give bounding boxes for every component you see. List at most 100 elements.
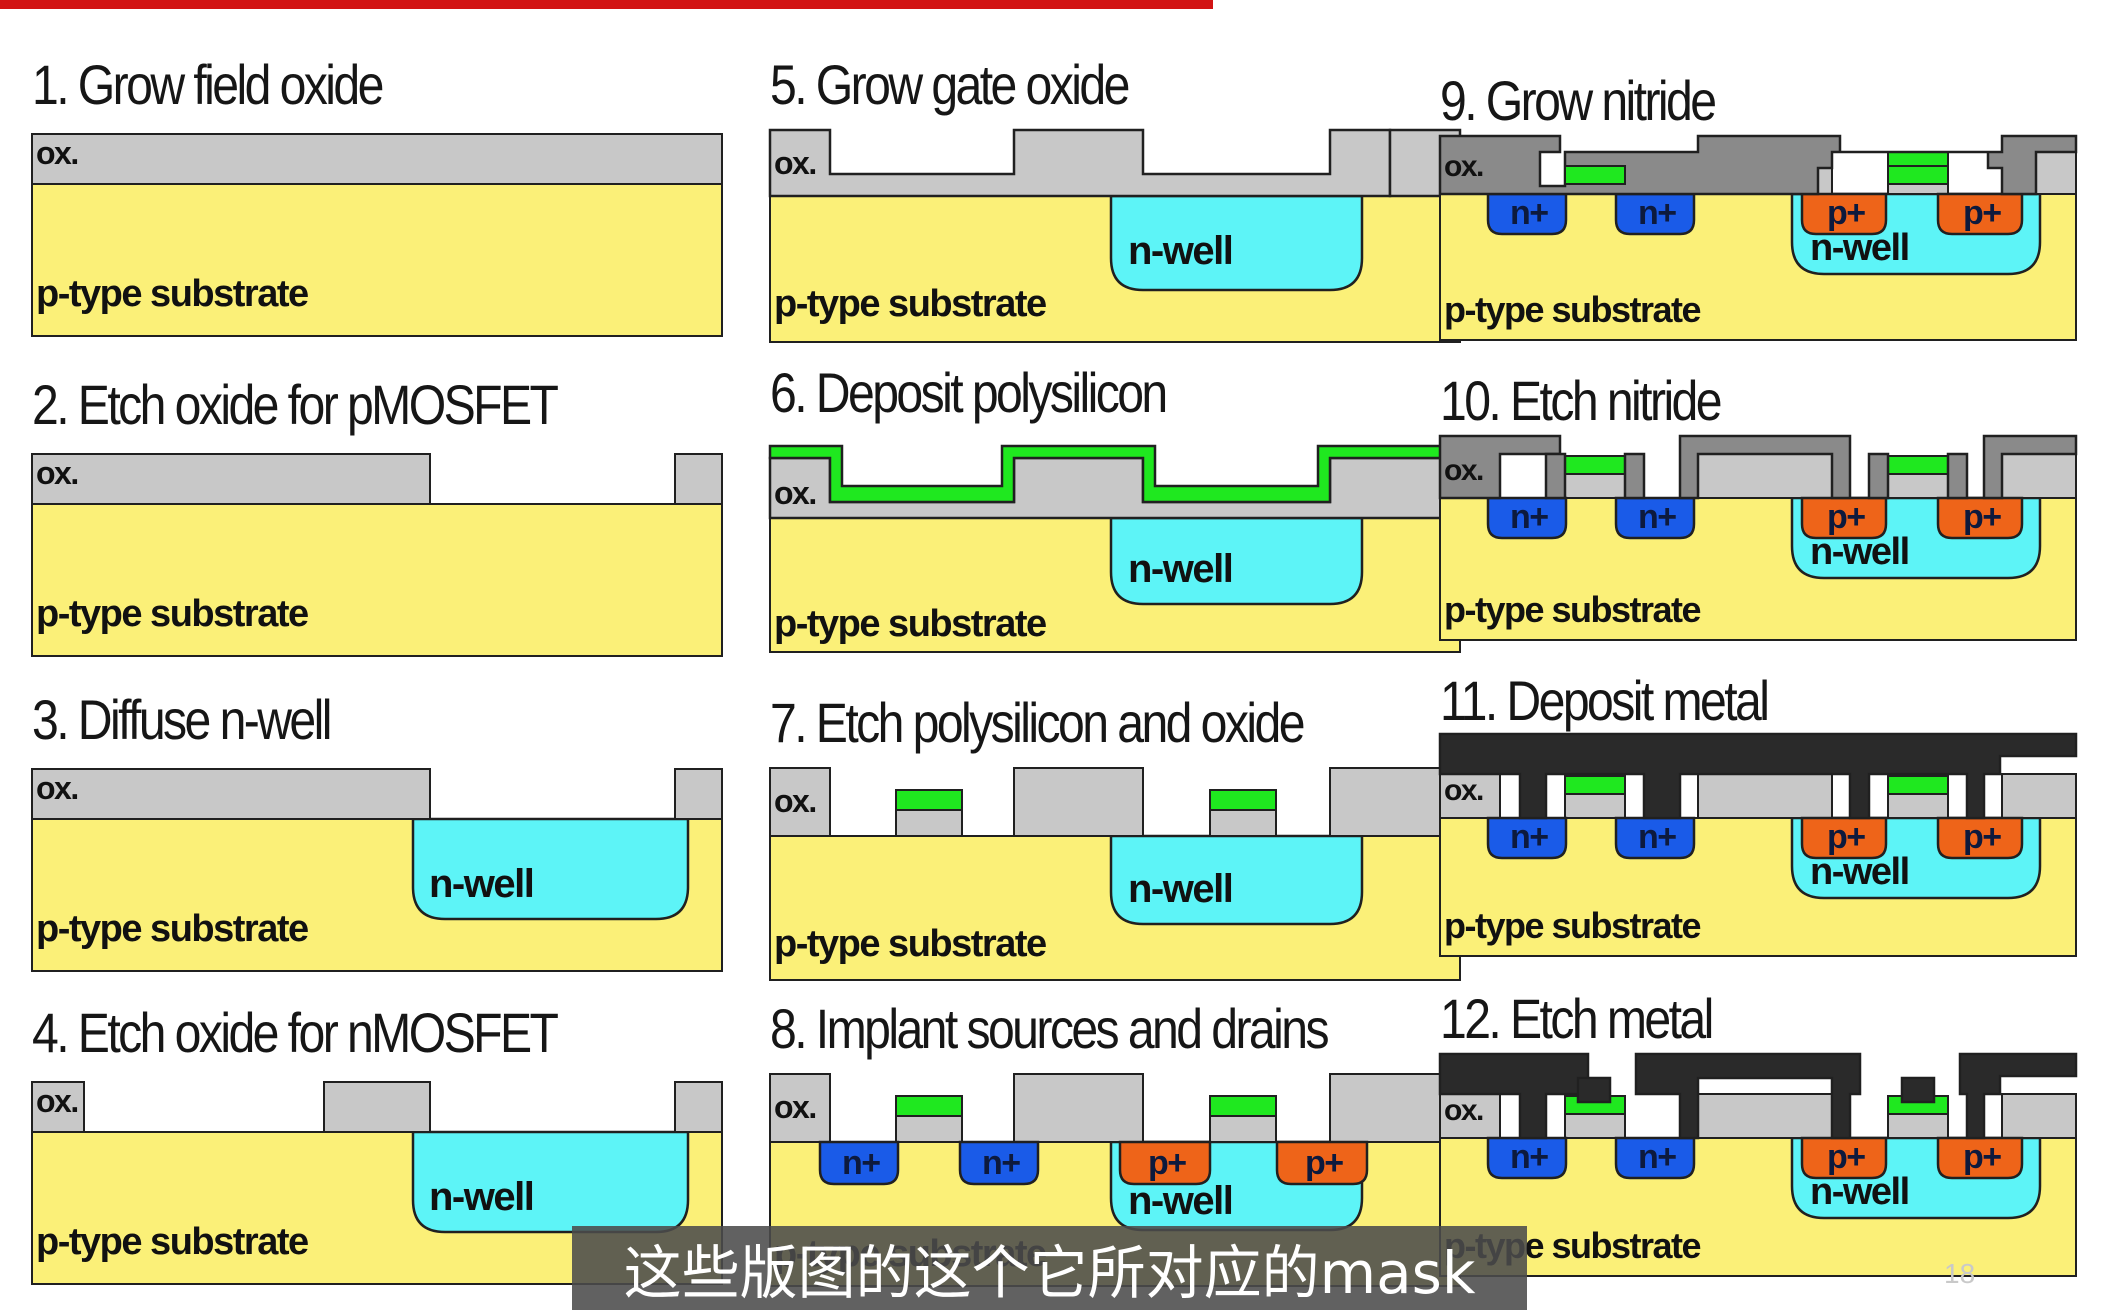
polysilicon-gate (1564, 775, 1626, 795)
substrate-label: p-type substrate (36, 1221, 308, 1263)
oxide-label: ox. (1444, 150, 1483, 183)
n-plus-label: n+ (1510, 1138, 1548, 1176)
substrate-label: p-type substrate (1444, 905, 1701, 946)
step-6-cross-section: ox. n-well p-type substrate (768, 444, 1462, 653)
step-11-cross-section: n+ n+ p+ p+ ox. n-well p-type substrate (1438, 732, 2078, 957)
step-12-title: 12. Etch metal (1440, 987, 1714, 1050)
field-oxide (31, 453, 431, 505)
p-plus-implant (1800, 192, 1888, 236)
oxide-label: ox. (774, 145, 816, 181)
slide-accent-bar (0, 0, 1213, 9)
p-plus-implant (1800, 816, 1888, 860)
p-plus-label: p+ (1827, 194, 1865, 232)
field-oxide (2001, 453, 2077, 499)
step-4-title: 4. Etch oxide for nMOSFET (32, 1001, 559, 1064)
subtitle-text: 这些版图的这个它所对应的mask (623, 1239, 1476, 1307)
oxide-label: ox. (774, 783, 816, 819)
step-1-cross-section: ox. p-type substrate (31, 133, 723, 337)
p-plus-implant (1800, 496, 1888, 540)
metal-contact (1958, 1052, 2078, 1140)
field-oxide (31, 1081, 85, 1133)
n-well-region (411, 817, 690, 921)
n-well-region (1109, 834, 1364, 926)
step-1-title: 1. Grow field oxide (32, 53, 384, 116)
field-oxide (31, 768, 431, 820)
n-plus-label: n+ (1638, 818, 1676, 856)
metal-contact (1438, 1052, 1590, 1140)
metal-contact (1576, 1076, 1612, 1104)
step-2-title: 2. Etch oxide for pMOSFET (32, 373, 559, 436)
oxide-label: ox. (36, 770, 78, 806)
substrate-label: p-type substrate (36, 273, 308, 315)
field-oxide (769, 1073, 831, 1143)
substrate-label: p-type substrate (774, 603, 1046, 645)
substrate-label: p-type substrate (36, 593, 308, 635)
field-oxide (2001, 773, 2077, 819)
p-plus-label: p+ (1963, 818, 2001, 856)
polysilicon-gate (1564, 165, 1626, 185)
page-number: 18 (1944, 1258, 1976, 1289)
substrate-label: p-type substrate (1444, 589, 1701, 630)
n-plus-implant (1486, 496, 1568, 540)
polysilicon-gate (1564, 455, 1626, 475)
nitride-spacer (1982, 434, 2078, 500)
n-well-label: n-well (1810, 227, 1909, 269)
oxide-label: ox. (36, 455, 78, 491)
polysilicon-gate (1209, 1095, 1277, 1117)
n-well-label: n-well (429, 862, 533, 906)
n-well-label: n-well (429, 1175, 533, 1219)
oxide-label: ox. (36, 135, 78, 171)
p-plus-implant (1936, 192, 2024, 236)
n-well-label: n-well (1128, 867, 1232, 911)
n-plus-label: n+ (1510, 498, 1548, 536)
p-plus-label: p+ (1963, 498, 2001, 536)
oxide-label: ox. (774, 475, 816, 511)
n-plus-label: n+ (1510, 194, 1548, 232)
step-9-title: 9. Grow nitride (1440, 69, 1717, 132)
p-type-substrate (31, 183, 723, 337)
field-oxide (1013, 1073, 1144, 1143)
nitride-spacer (1438, 434, 1562, 500)
p-plus-implant (1936, 496, 2024, 540)
field-oxide (674, 453, 723, 505)
polysilicon-gate (1209, 789, 1277, 811)
nitride-spacer (1867, 452, 1890, 500)
field-oxide (1013, 767, 1144, 837)
step-7-title: 7. Etch polysilicon and oxide (770, 691, 1305, 754)
field-oxide (674, 1081, 723, 1133)
nitride-spacer (1678, 434, 1852, 500)
step-7-cross-section: ox. n-well p-type substrate (769, 767, 1461, 981)
p-plus-label: p+ (1827, 1138, 1865, 1176)
polysilicon-gate (1887, 775, 1949, 795)
n-plus-implant (1614, 496, 1696, 540)
field-oxide (31, 133, 723, 185)
p-plus-label: p+ (1827, 818, 1865, 856)
nitride-spacer (1946, 452, 1969, 500)
step-8-title: 8. Implant sources and drains (770, 997, 1330, 1060)
n-plus-label: n+ (1638, 498, 1676, 536)
polysilicon-gate (895, 789, 963, 811)
n-well-label: n-well (1810, 1171, 1909, 1213)
p-plus-label: p+ (1305, 1144, 1343, 1182)
field-oxide (1697, 773, 1833, 819)
substrate-label: p-type substrate (774, 283, 1046, 325)
polysilicon-gate (1887, 455, 1949, 475)
p-plus-implant (1118, 1140, 1212, 1186)
metal-layer (1438, 732, 2078, 820)
n-plus-label: n+ (982, 1144, 1020, 1182)
n-well-label: n-well (1810, 851, 1909, 893)
n-plus-label: n+ (1510, 818, 1548, 856)
p-plus-implant (1936, 1136, 2024, 1180)
n-plus-implant (818, 1140, 900, 1186)
video-subtitle: 这些版图的这个它所对应的mask (572, 1226, 1527, 1310)
n-plus-implant (1614, 816, 1696, 860)
field-oxide (323, 1081, 431, 1133)
step-10-title: 10. Etch nitride (1440, 369, 1723, 432)
field-oxide (2001, 1093, 2077, 1139)
n-plus-implant (1614, 192, 1696, 236)
n-plus-label: n+ (1638, 1138, 1676, 1176)
n-well-label: n-well (1128, 1179, 1232, 1223)
step-6-title: 6. Deposit polysilicon (770, 361, 1168, 424)
field-oxide (1329, 1073, 1461, 1143)
